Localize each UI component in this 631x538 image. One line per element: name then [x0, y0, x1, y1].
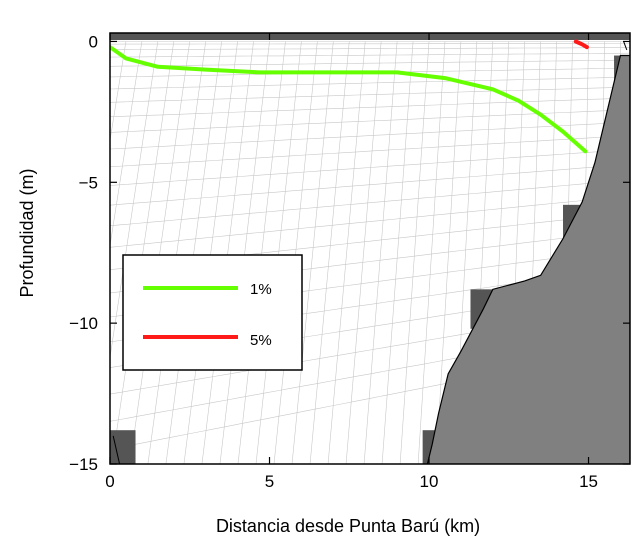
- grid-level-line: [110, 121, 630, 150]
- series-line-1pct: [110, 45, 588, 154]
- grid-cross-line: [111, 41, 175, 464]
- grid-cross-line: [381, 41, 414, 464]
- y-tick-label: −10: [69, 314, 98, 333]
- y-axis-label: Profundidad (m): [17, 168, 37, 297]
- grid-level-line: [110, 86, 630, 103]
- x-tick-label: 5: [265, 472, 274, 491]
- grid-level-line: [110, 195, 630, 248]
- bathymetry-profile: [426, 54, 630, 464]
- grid-level-line: [110, 52, 630, 58]
- grid-level-line: [110, 179, 630, 227]
- series-line-5pct: [573, 39, 589, 50]
- grid-cross-line: [345, 41, 382, 464]
- grid-cross-line: [219, 41, 270, 464]
- grid-level-line: [110, 76, 630, 90]
- grid-cross-line: [201, 41, 254, 464]
- grid-cross-line: [237, 41, 286, 464]
- grid-cross-line: [255, 41, 302, 464]
- grid-cross-line: [110, 41, 143, 248]
- grid-cross-line: [399, 41, 430, 464]
- grid-cross-line: [363, 41, 398, 464]
- grid-cross-line: [327, 41, 366, 464]
- y-tick-label: −5: [79, 173, 98, 192]
- x-tick-label: 0: [105, 472, 114, 491]
- grid-cross-line: [129, 41, 191, 464]
- legend-label-5pct: 5%: [250, 332, 272, 349]
- grid-cross-line: [417, 41, 446, 464]
- grid-level-line: [110, 43, 630, 45]
- grid-level-line: [110, 59, 630, 67]
- legend: 1% 5%: [122, 254, 303, 371]
- grid-cross-line: [110, 41, 127, 143]
- grid-cross-line: [435, 41, 462, 464]
- legend-box: [122, 254, 303, 371]
- surface-band: [110, 33, 630, 40]
- grid-cross-line: [110, 41, 111, 44]
- series-group: [110, 39, 589, 154]
- right-edge-mark: [623, 41, 628, 51]
- grid-cross-line: [273, 41, 318, 464]
- x-tick-label: 10: [420, 472, 439, 491]
- grid-cross-line: [291, 41, 334, 464]
- grid-level-line: [110, 97, 630, 117]
- land-cell: [110, 430, 136, 464]
- grid-level-line: [110, 109, 630, 133]
- left-boundary-line: [112, 435, 121, 464]
- grid-level-line: [110, 163, 630, 206]
- plot-frame: [109, 32, 631, 465]
- grid-cross-line: [183, 41, 238, 464]
- y-tick-label: −15: [69, 455, 98, 474]
- x-axis-label: Distancia desde Punta Barú (km): [216, 516, 480, 536]
- grid-cross-line: [110, 41, 159, 360]
- grid-level-line: [110, 47, 630, 50]
- bathymetry: [110, 33, 630, 464]
- grid-cross-line: [165, 41, 222, 464]
- axes: 0 5 10 15 0 −5 −10 −15: [69, 32, 630, 491]
- grid-cross-line: [147, 41, 207, 464]
- x-tick-label: 15: [579, 472, 598, 491]
- y-tick-label: 0: [89, 32, 98, 51]
- grid-level-line: [110, 135, 630, 168]
- grid-level-line: [110, 149, 630, 186]
- grid-cross-line: [309, 41, 350, 464]
- legend-label-1pct: 1%: [250, 281, 272, 298]
